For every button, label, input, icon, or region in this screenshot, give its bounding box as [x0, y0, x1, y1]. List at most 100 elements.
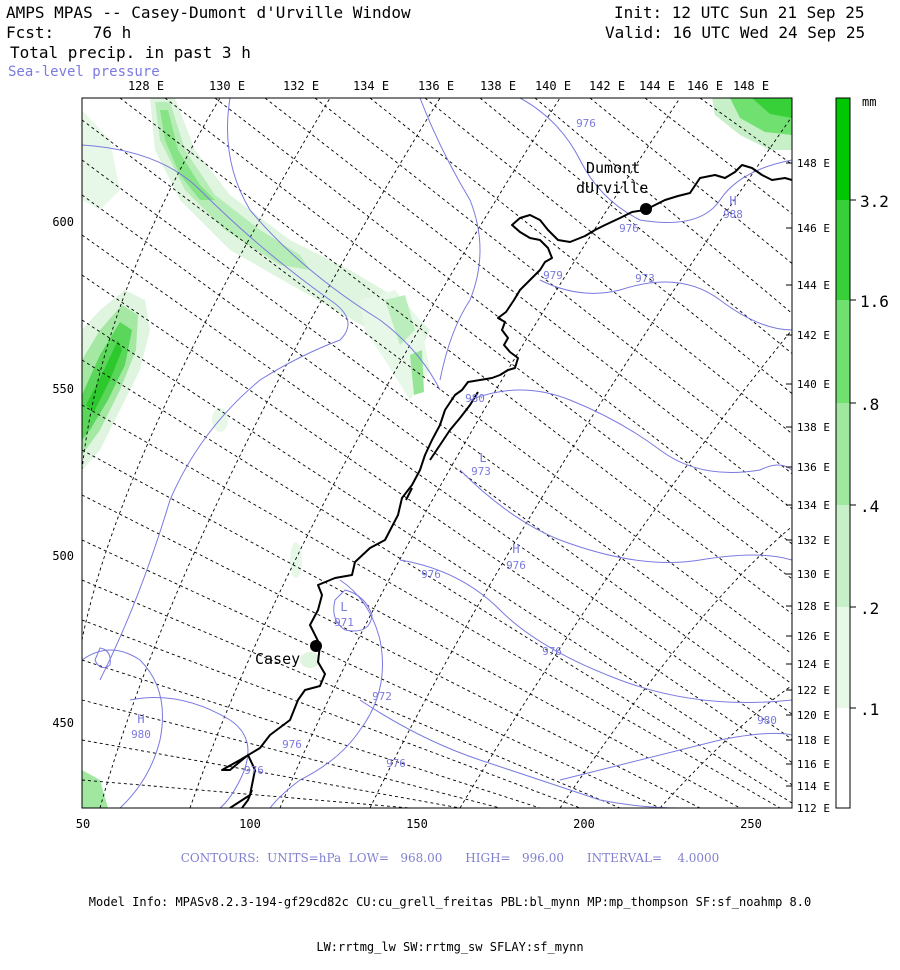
x-tick-label: 250 — [740, 817, 762, 831]
colorbar-label: 1.6 — [860, 292, 889, 311]
valid-time: Valid: 16 UTC Wed 24 Sep 25 — [605, 23, 866, 42]
lon-right-label: 140 E — [797, 378, 830, 391]
lon-label: 138 E — [480, 79, 516, 93]
lon-right-label: 112 E — [797, 802, 830, 815]
lon-right-label: 136 E — [797, 461, 830, 474]
colorbar-segment — [836, 200, 850, 300]
lon-right-label: 142 E — [797, 329, 830, 342]
lon-right-labels: 112 E 114 E 116 E 118 E 120 E 122 E 124 E 126 E… — [786, 157, 830, 815]
lon-right-label: 116 E — [797, 758, 830, 771]
colorbar-frame — [835, 97, 851, 809]
lon-label: 140 E — [535, 79, 571, 93]
pressure-label: 972 — [372, 690, 392, 703]
lon-right-label: 124 E — [797, 658, 830, 671]
x-tick-label: 150 — [406, 817, 428, 831]
pressure-label: 980 — [757, 714, 777, 727]
graticule — [82, 98, 792, 808]
colorbar: mm .1 .2 .4 .8 1.6 3.2 — [835, 95, 889, 809]
pressure-center: L — [340, 600, 347, 614]
station-marker-casey[interactable] — [310, 640, 322, 652]
lon-right-label: 126 E — [797, 630, 830, 643]
station-label-casey: Casey — [255, 650, 300, 668]
lon-label: 132 E — [283, 79, 319, 93]
precip-shading — [82, 98, 792, 808]
lon-right-label: 122 E — [797, 684, 830, 697]
field-name: Total precip. in past 3 h — [10, 43, 251, 62]
y-tick-label: 500 — [52, 549, 74, 563]
lon-right-label: 128 E — [797, 600, 830, 613]
lon-label: 136 E — [418, 79, 454, 93]
stations: Dumont dUrville Casey — [255, 159, 652, 668]
pressure-contours — [82, 98, 792, 808]
lon-right-label: 146 E — [797, 222, 830, 235]
overlay-name: Sea-level pressure — [8, 64, 160, 80]
pressure-label: 976 — [576, 117, 596, 130]
y-tick-label: 450 — [52, 716, 74, 730]
map-canvas: 50 100 150 200 250 450 500 550 600 128 E… — [52, 79, 889, 831]
x-tick-label: 50 — [76, 817, 90, 831]
y-axis: 450 500 550 600 — [52, 215, 74, 730]
lon-right-label: 118 E — [797, 734, 830, 747]
pressure-label: 976 — [244, 764, 264, 777]
model-info: Model Info: MPASv8.2.3-194-gf29cd82c CU:… — [0, 865, 900, 970]
lon-label: 128 E — [128, 79, 164, 93]
pressure-label: 973 — [471, 465, 491, 478]
lon-right-label: 144 E — [797, 279, 830, 292]
plot-frame — [81, 97, 793, 809]
pressure-center: L — [479, 451, 486, 465]
colorbar-segment — [836, 300, 850, 403]
station-label-dumont: Dumont — [586, 159, 640, 177]
pressure-label: 976 — [386, 757, 406, 770]
map-title: AMPS MPAS -- Casey-Dumont d'Urville Wind… — [6, 3, 411, 22]
colorbar-label: 3.2 — [860, 192, 889, 211]
lon-label: 134 E — [353, 79, 389, 93]
lon-label: 142 E — [589, 79, 625, 93]
pressure-label: 976 — [506, 559, 526, 572]
y-tick-label: 550 — [52, 382, 74, 396]
forecast-hour: Fcst: 76 h — [6, 23, 132, 42]
station-marker-dumont[interactable] — [640, 203, 652, 215]
pressure-label: 976 — [619, 222, 639, 235]
colorbar-segment — [836, 505, 850, 607]
colorbar-segment — [836, 607, 850, 708]
model-info-line2: LW:rrtmg_lw SW:rrtmg_sw SFLAY:sf_mynn — [316, 940, 584, 954]
x-axis: 50 100 150 200 250 — [76, 817, 762, 831]
pressure-labels: 976 976 973 979 980 973 976 976 971 976 972 980 976 9… — [131, 117, 777, 777]
x-tick-label: 200 — [573, 817, 595, 831]
colorbar-segment — [836, 403, 850, 505]
pressure-label: 980 — [131, 728, 151, 741]
y-tick-label: 600 — [52, 215, 74, 229]
colorbar-label: .1 — [860, 700, 879, 719]
colorbar-label: .4 — [860, 497, 879, 516]
pressure-center: H — [137, 712, 144, 726]
lon-right-label: 132 E — [797, 534, 830, 547]
pressure-label: 971 — [334, 616, 354, 629]
lon-right-label: 120 E — [797, 709, 830, 722]
lon-right-label: 130 E — [797, 568, 830, 581]
pressure-label: 976 — [282, 738, 302, 751]
colorbar-label: .2 — [860, 599, 879, 618]
model-info-line1: Model Info: MPASv8.2.3-194-gf29cd82c CU:… — [88, 895, 812, 909]
lon-label: 148 E — [733, 79, 769, 93]
colorbar-segment — [836, 98, 850, 200]
pressure-label: 973 — [635, 272, 655, 285]
contour-info: CONTOURS: UNITS=hPa LOW= 968.00 HIGH= 99… — [180, 851, 720, 865]
pressure-label: 988 — [723, 208, 743, 221]
lon-right-label: 134 E — [797, 499, 830, 512]
station-label-dumont-2: dUrville — [576, 179, 648, 197]
colorbar-unit: mm — [862, 95, 876, 109]
pressure-label: 976 — [542, 645, 562, 658]
pressure-center: H — [729, 194, 736, 208]
lon-right-label: 148 E — [797, 157, 830, 170]
init-time: Init: 12 UTC Sun 21 Sep 25 — [614, 3, 865, 22]
lon-label: 130 E — [209, 79, 245, 93]
lon-right-label: 114 E — [797, 780, 830, 793]
colorbar-segment — [836, 708, 850, 808]
pressure-label: 979 — [543, 269, 563, 282]
lon-label: 146 E — [687, 79, 723, 93]
colorbar-label: .8 — [860, 395, 879, 414]
lon-right-label: 138 E — [797, 421, 830, 434]
pressure-label: 976 — [421, 568, 441, 581]
pressure-label: 980 — [465, 392, 485, 405]
pressure-center: H — [512, 542, 519, 556]
